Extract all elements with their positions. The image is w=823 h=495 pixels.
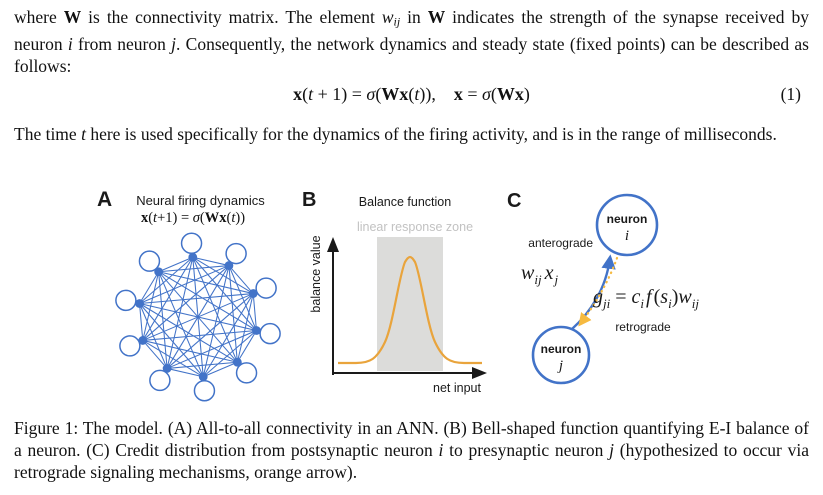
network-edge	[142, 339, 172, 373]
neuron-i-circle	[595, 193, 659, 257]
network-node	[252, 326, 261, 335]
figure-caption: Figure 1: The model. (A) All-to-all conn…	[14, 417, 809, 483]
network-edge	[166, 367, 208, 380]
network-self-loop	[149, 369, 171, 392]
text-run: indicates the strength of the synapse re…	[14, 7, 809, 54]
text-run: W	[427, 7, 446, 27]
y-axis-label: balance value	[309, 235, 323, 312]
text-run: in	[400, 7, 428, 27]
network-self-loop	[255, 277, 277, 299]
network-edge	[224, 261, 254, 295]
equation-1: x(t + 1) = σ(Wx(t)), x = σ(Wx)	[293, 84, 530, 104]
text-run: t	[81, 124, 86, 144]
panel-b-plot: B Balance function linear response zone …	[302, 189, 487, 395]
network-edge	[236, 326, 261, 364]
network-edge	[141, 339, 208, 381]
panel-a-equation: x(t+1) = σ(Wx(t))	[140, 210, 246, 226]
panel-b-label: B	[302, 189, 316, 211]
text-run: i	[438, 440, 444, 460]
neuron-j-letter: j	[557, 358, 563, 374]
text-run: (hypothesized to occur via retrograde si…	[14, 440, 809, 482]
text-run: w	[381, 7, 394, 27]
text-run: . Consequently, the network dynamics and…	[14, 33, 809, 76]
anterograde-arrow	[571, 254, 616, 330]
network-self-loop	[259, 322, 281, 345]
text-run: The time	[14, 124, 82, 144]
panel-a-title: Neural firing dynamics	[136, 193, 265, 208]
network-graph	[115, 232, 281, 402]
panel-c-label: C	[507, 190, 521, 212]
linear-response-zone-label: linear response zone	[357, 220, 473, 234]
weight-formula: wij xj	[521, 262, 558, 287]
network-node	[138, 336, 148, 345]
paragraph-intro: where W is the connectivity matrix. The …	[14, 6, 809, 77]
network-node	[135, 299, 144, 308]
credit-formula: gji = ci f (si)wij	[593, 286, 699, 311]
panel-c-diagram: C neuron i neuron j anterograde retrogra…	[507, 190, 699, 385]
equation-number: (1)	[780, 84, 801, 104]
text-run: j	[171, 33, 177, 54]
text-run: j	[609, 440, 615, 460]
neuron-i-label: neuron	[607, 212, 648, 226]
balance-curve	[338, 255, 482, 365]
x-axis-label: net input	[433, 381, 481, 395]
neuron-i-letter: i	[625, 228, 629, 244]
network-self-loop	[119, 335, 141, 357]
network-node	[188, 252, 198, 262]
network-self-loop	[235, 362, 258, 384]
linear-response-zone-band	[377, 237, 443, 371]
network-self-loop	[225, 242, 247, 265]
text-run: i	[67, 33, 73, 54]
network-self-loop	[115, 289, 137, 312]
text-run: Figure 1: The model. (A) All-to-all conn…	[14, 418, 809, 460]
text-run: from neuron	[72, 33, 172, 54]
network-node	[248, 289, 258, 298]
anterograde-label: anterograde	[528, 236, 593, 250]
network-node	[198, 372, 208, 382]
network-node	[154, 267, 164, 277]
network-node	[162, 364, 172, 373]
neuron-j-circle	[531, 325, 591, 385]
text-run: where	[14, 7, 64, 27]
neuron-j-label: neuron	[541, 342, 582, 356]
text-run: here is used specifically for the dynami…	[85, 124, 777, 144]
network-node	[224, 261, 234, 270]
network-node	[232, 357, 242, 367]
text-run: W	[63, 7, 82, 27]
network-edge	[156, 270, 170, 373]
panel-b-title: Balance function	[359, 195, 451, 209]
text-run: ij	[393, 14, 401, 29]
network-edge	[158, 270, 207, 382]
panel-a-label: A	[97, 188, 113, 211]
equation-block: x(t + 1) = σ(Wx(t)), x = σ(Wx) (1)	[14, 84, 809, 108]
text-run: is the connectivity matrix. The element	[81, 7, 382, 27]
retrograde-label: retrograde	[615, 320, 671, 334]
network-self-loop	[138, 250, 161, 272]
network-self-loop	[180, 232, 203, 255]
network-edge	[188, 254, 230, 267]
network-self-loop	[193, 379, 216, 402]
network-edge	[135, 270, 160, 308]
text-run: to presynaptic neuron	[443, 440, 610, 460]
retrograde-arrow	[578, 256, 619, 327]
paragraph-time: The time t here is used specifically for…	[14, 123, 809, 145]
